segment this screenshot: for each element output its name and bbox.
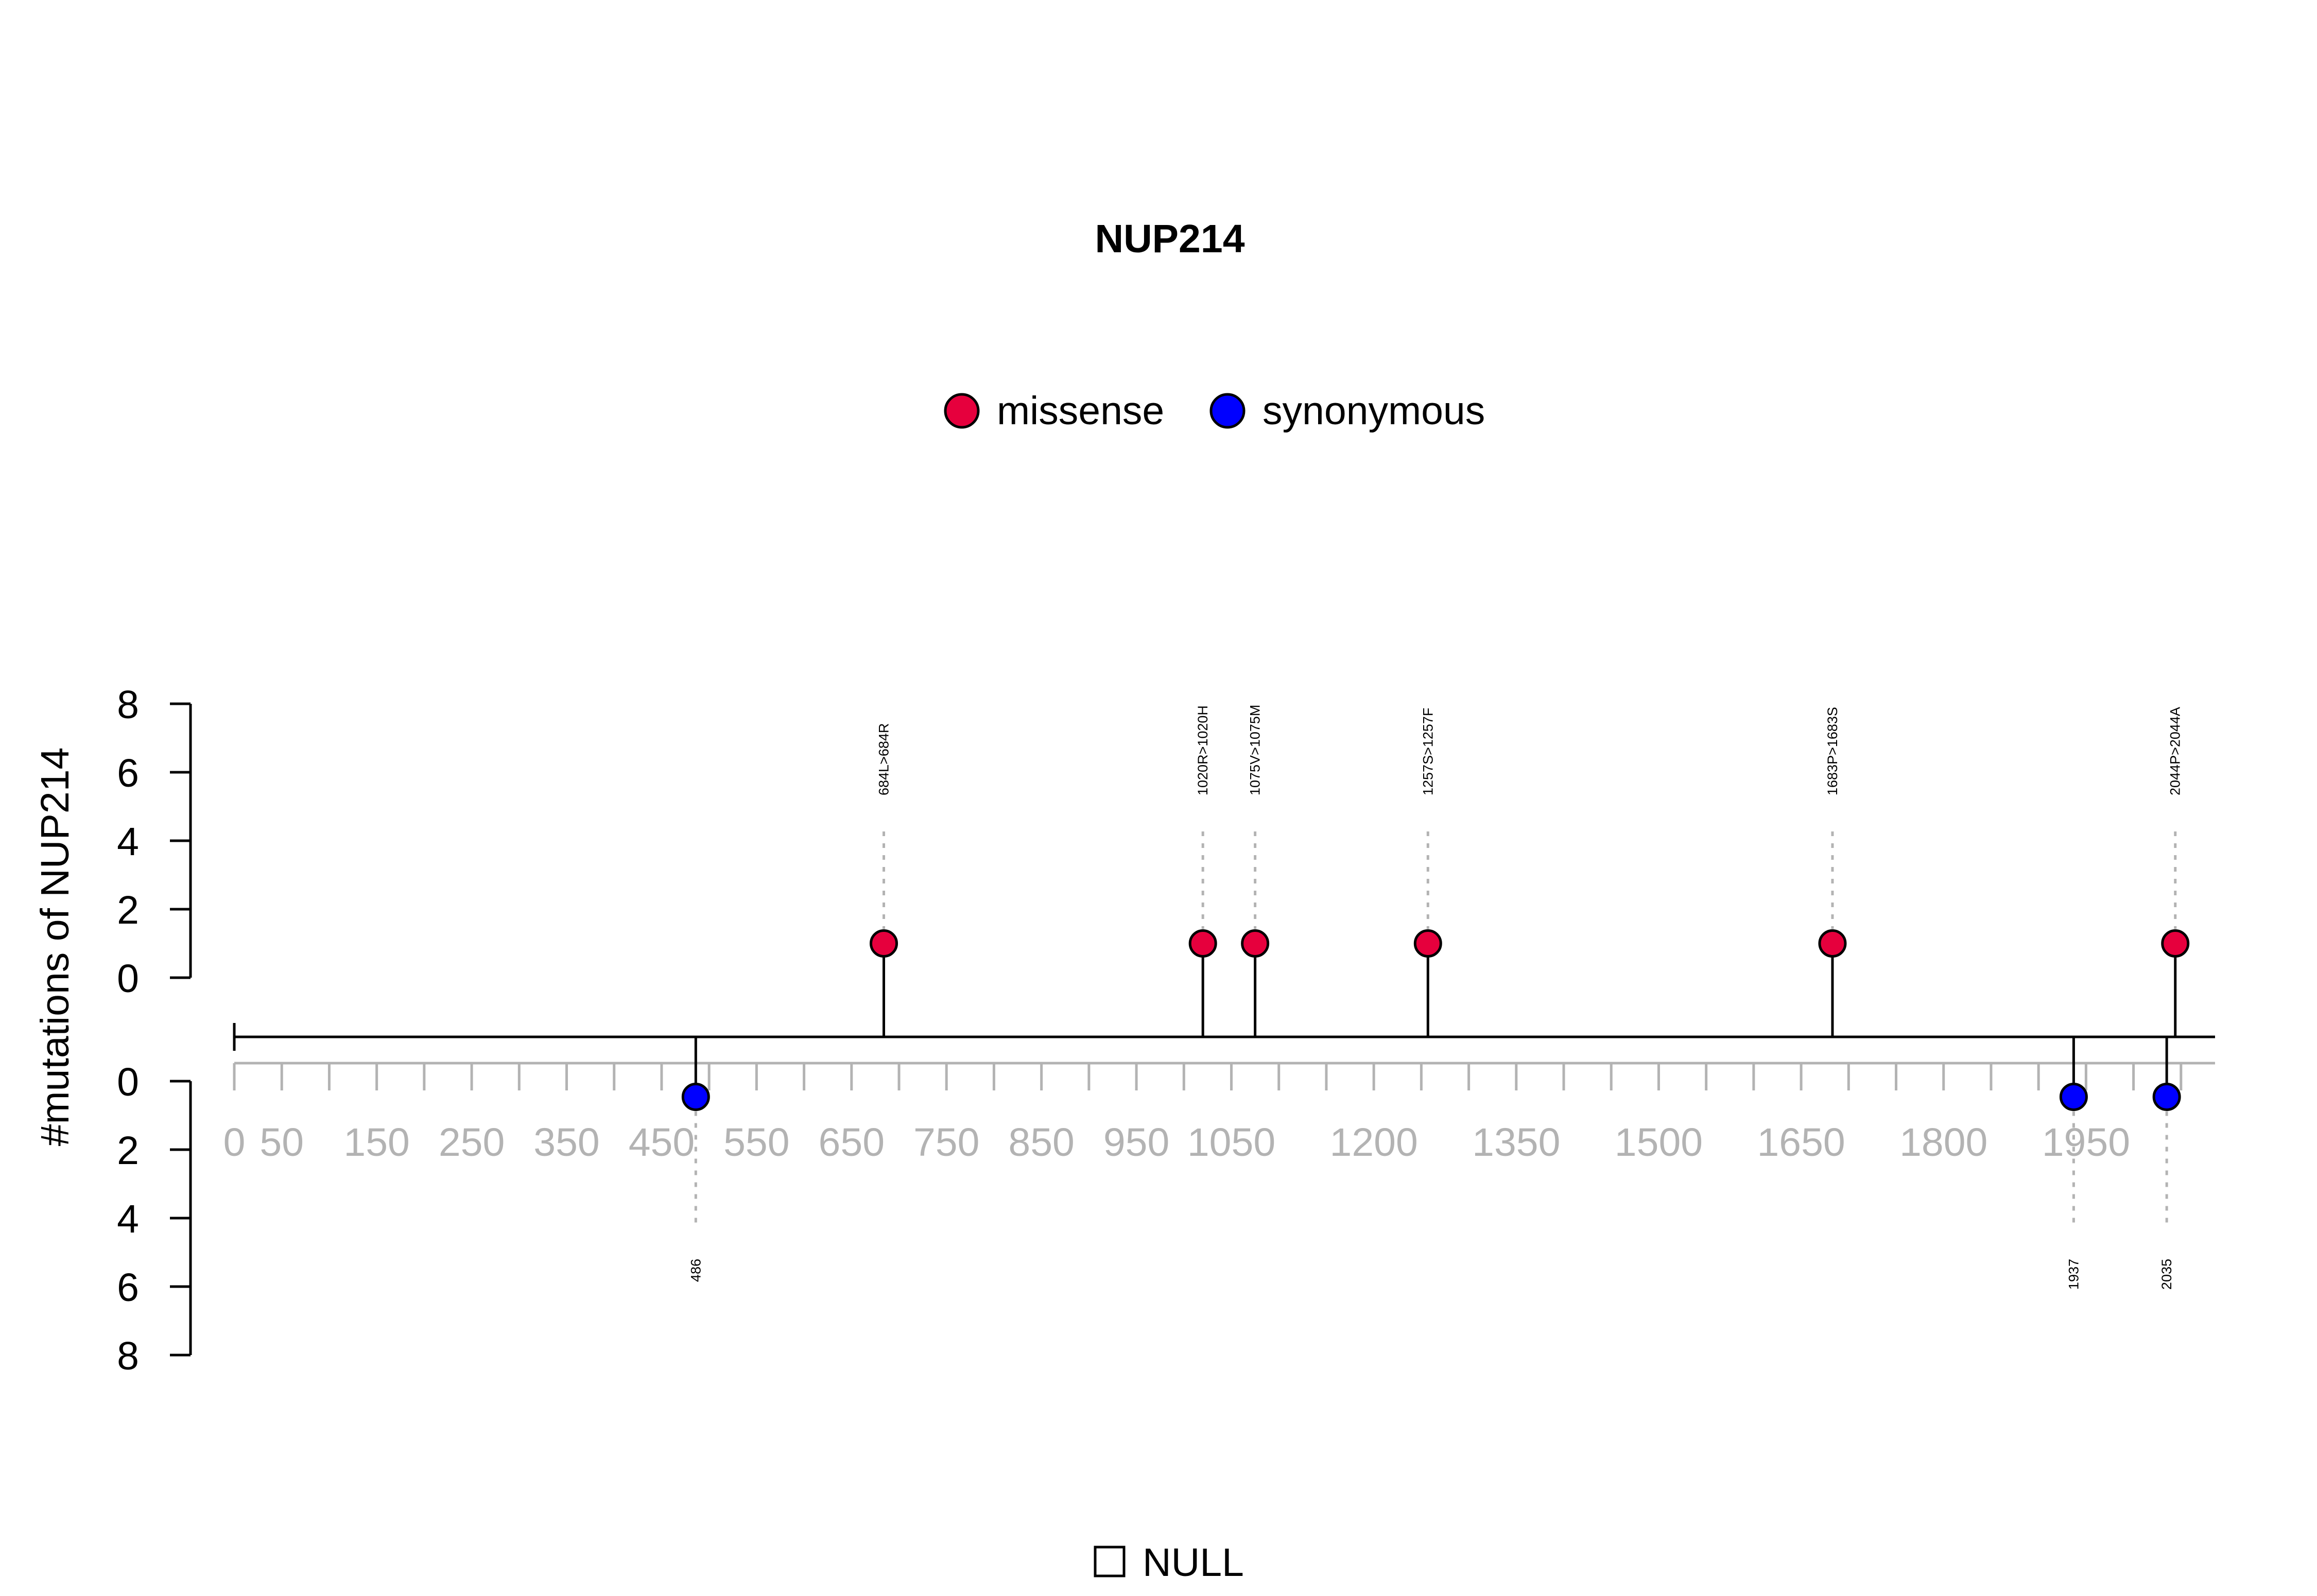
y-axis-bottom: 0 2 4 6 8 <box>117 1060 192 1378</box>
x-tick-label: 250 <box>439 1120 505 1165</box>
mutation-point-missense[interactable] <box>870 929 898 958</box>
x-tick-label: 1350 <box>1472 1120 1560 1165</box>
x-tick-label: 850 <box>1008 1120 1074 1165</box>
x-axis: 0 50 150 250 350 450 550 650 750 850 950 1050 1200 13… <box>223 1062 2215 1165</box>
mutation-bottom-2035[interactable]: 2035 <box>2152 1037 2181 1290</box>
legend-missense-label: missense <box>997 389 1164 433</box>
x-tick-label: 1500 <box>1615 1120 1703 1165</box>
mutation-label: 1937 <box>2066 1259 2081 1290</box>
mutation-label: 1075V>1075M <box>1248 705 1263 795</box>
legend-missense-marker <box>944 393 980 429</box>
x-tick-label: 1050 <box>1187 1120 1275 1165</box>
mutation-point-synonymous[interactable] <box>2152 1083 2181 1111</box>
x-tick-label: 1800 <box>1899 1120 1987 1165</box>
y-axis-label: #mutations of NUP214 <box>33 748 77 1147</box>
mutation-point-synonymous[interactable] <box>681 1083 710 1111</box>
mutation-label: 2044P>2044A <box>2168 707 2183 795</box>
y-bottom-tick-label: 0 <box>117 1060 139 1104</box>
y-bottom-tick-label: 4 <box>117 1197 139 1241</box>
mutation-label: 684L>684R <box>876 723 892 795</box>
y-top-tick-label: 4 <box>117 820 139 864</box>
mutation-top-1257[interactable]: 1257S>1257F <box>1413 708 1442 1037</box>
x-tick-label: 1200 <box>1330 1120 1418 1165</box>
x-tick-label: 550 <box>723 1120 789 1165</box>
y-bottom-tick-label: 8 <box>117 1334 139 1378</box>
x-tick-label: 350 <box>533 1120 599 1165</box>
mutation-label: 486 <box>688 1259 703 1282</box>
legend-synonymous-marker <box>1209 393 1246 429</box>
chart-title: NUP214 <box>1095 217 1244 261</box>
mutation-label: 2035 <box>2159 1259 2174 1290</box>
mutation-bottom-486[interactable]: 486 <box>681 1037 710 1282</box>
mutation-label: 1257S>1257F <box>1420 708 1436 795</box>
mutation-top-1683[interactable]: 1683P>1683S <box>1818 707 1847 1037</box>
y-axis-top: 0 2 4 6 8 <box>117 683 192 1001</box>
mutation-label: 1020R>1020H <box>1195 705 1211 795</box>
mutation-point-missense[interactable] <box>1188 929 1217 958</box>
mutation-top-684[interactable]: 684L>684R <box>870 723 898 1037</box>
mutations-bottom: 486 1937 2035 <box>681 1037 2181 1290</box>
domain-legend-null-label: NULL <box>1143 1540 1244 1585</box>
mutation-point-missense[interactable] <box>2161 929 2190 958</box>
y-top-tick-label: 8 <box>117 683 139 727</box>
x-tick-label: 50 <box>260 1120 304 1165</box>
mutation-type-legend: missense synonymous <box>944 389 1485 433</box>
x-tick-label: 1650 <box>1757 1120 1845 1165</box>
x-tick-label: 750 <box>913 1120 979 1165</box>
x-tick-label: 0 <box>223 1120 246 1165</box>
legend-synonymous-label: synonymous <box>1263 389 1485 433</box>
y-top-tick-label: 6 <box>117 751 139 795</box>
x-tick-label: 450 <box>629 1120 695 1165</box>
mutation-top-2044[interactable]: 2044P>2044A <box>2161 707 2190 1037</box>
y-top-tick-label: 2 <box>117 888 139 932</box>
y-bottom-tick-label: 6 <box>117 1265 139 1310</box>
mutation-point-missense[interactable] <box>1818 929 1847 958</box>
y-bottom-tick-label: 2 <box>117 1129 139 1173</box>
domain-legend: NULL <box>1094 1540 1244 1585</box>
x-tick-label: 1950 <box>2042 1120 2130 1165</box>
mutations-top: 684L>684R 1020R>1020H 1075V>1075M 1257S>125… <box>870 705 2190 1037</box>
mutation-top-1075[interactable]: 1075V>1075M <box>1241 705 1270 1037</box>
x-tick-label: 650 <box>819 1120 885 1165</box>
x-tick-label: 150 <box>343 1120 409 1165</box>
x-tick-label: 950 <box>1103 1120 1169 1165</box>
domain-legend-null-swatch <box>1094 1546 1126 1577</box>
mutation-point-missense[interactable] <box>1241 929 1270 958</box>
mutation-bottom-1937[interactable]: 1937 <box>2059 1037 2088 1290</box>
mutation-top-1020[interactable]: 1020R>1020H <box>1188 705 1217 1037</box>
mutation-point-missense[interactable] <box>1413 929 1442 958</box>
y-top-tick-label: 0 <box>117 957 139 1001</box>
mutation-point-synonymous[interactable] <box>2059 1083 2088 1111</box>
mutation-label: 1683P>1683S <box>1825 707 1840 795</box>
